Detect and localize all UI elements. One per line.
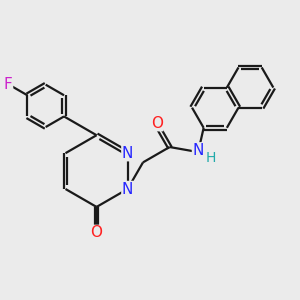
Text: F: F <box>4 77 13 92</box>
Text: O: O <box>91 225 103 240</box>
Text: N: N <box>122 182 133 196</box>
Text: H: H <box>206 151 216 165</box>
Text: N: N <box>193 143 204 158</box>
Text: N: N <box>122 146 133 161</box>
Text: O: O <box>151 116 163 130</box>
